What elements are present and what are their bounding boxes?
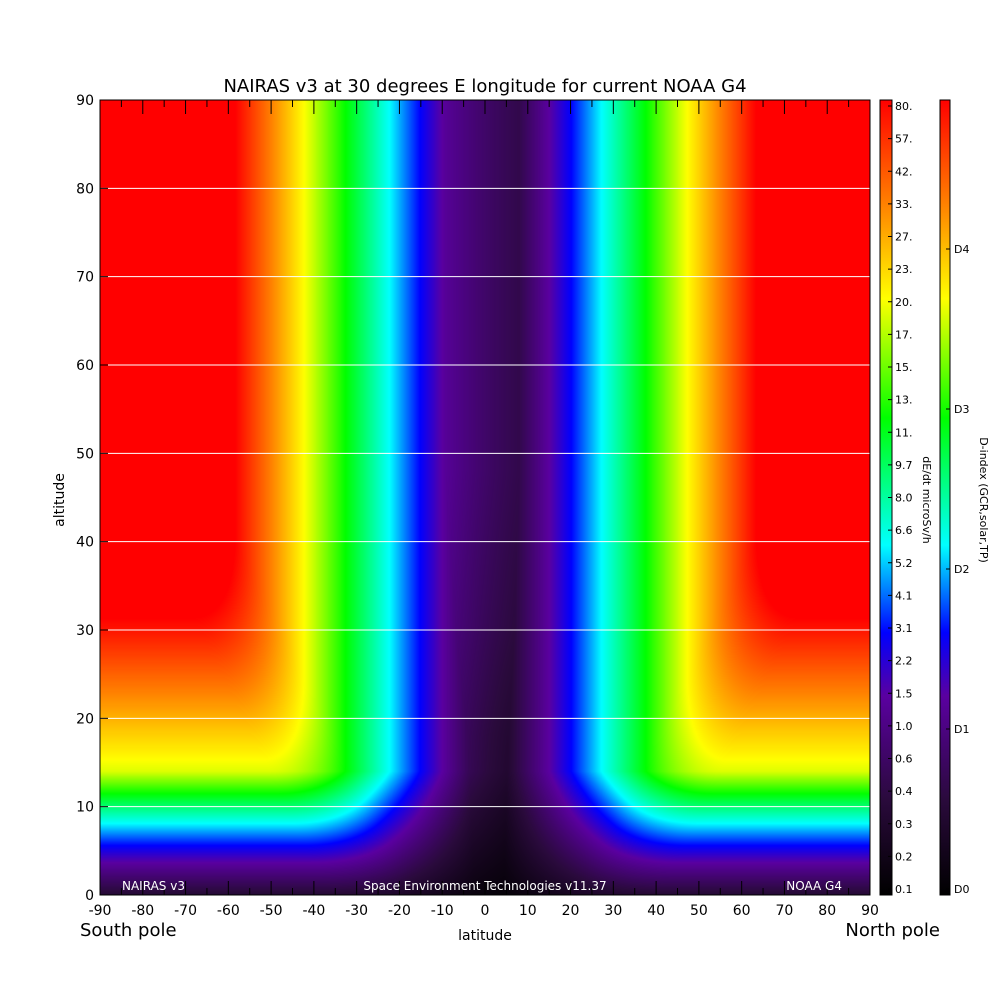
dose-colorbar-tick-label: 0.2 (895, 850, 913, 863)
dose-colorbar-tick-label: 4.1 (895, 589, 913, 602)
dose-colorbar-tick-label: 6.6 (895, 524, 913, 537)
dindex-colorbar-ticks: D0 D1 D2 D3 D4 (946, 243, 969, 896)
dose-colorbar-tick-label: 15. (895, 361, 913, 374)
x-tick-label: -50 (260, 903, 283, 919)
x-tick-label: -80 (131, 903, 154, 919)
dindex-colorbar-tick-label: D3 (954, 403, 969, 416)
dose-colorbar-tick-label: 13. (895, 394, 913, 407)
x-tick-label: 10 (519, 903, 537, 919)
dose-colorbar-tick-label: 9.7 (895, 459, 913, 472)
heatmap-plot (100, 100, 870, 895)
y-tick-label: 30 (76, 623, 94, 639)
south-pole-label: South pole (80, 920, 177, 941)
dindex-colorbar-tick-label: D1 (954, 723, 969, 736)
dose-colorbar-tick-label: 1.0 (895, 720, 913, 733)
y-tick-label: 70 (76, 270, 94, 286)
dindex-colorbar-title: D-index (GCR,solar,TP) (977, 437, 990, 563)
x-tick-label: 0 (481, 903, 490, 919)
dose-colorbar-tick-label: 23. (895, 263, 913, 276)
dose-colorbar-tick-label: 0.3 (895, 818, 913, 831)
dose-colorbar-tick-label: 1.5 (895, 687, 913, 700)
dose-colorbar-tick-label: 0.4 (895, 785, 913, 798)
x-tick-label: 50 (690, 903, 708, 919)
x-tick-label: 60 (733, 903, 751, 919)
y-tick-label: 80 (76, 181, 94, 197)
dindex-colorbar (939, 99, 951, 896)
dindex-colorbar-tick-label: D4 (954, 243, 969, 256)
footer-right: NOAA G4 (786, 879, 842, 893)
x-tick-label: 30 (604, 903, 622, 919)
dose-colorbar-tick-label: 11. (895, 426, 913, 439)
y-tick-label: 10 (76, 800, 94, 816)
x-tick-label: -90 (89, 903, 112, 919)
y-tick-label: 0 (85, 888, 94, 904)
x-axis: -90 -80 -70 -60 -50 -40 -30 -20 -10 0 10 20 30 40 50 60… (89, 100, 879, 919)
x-tick-label: 40 (647, 903, 665, 919)
dose-colorbar-title: dE/dt microSv/h (920, 456, 933, 543)
x-tick-label: -10 (431, 903, 454, 919)
dose-colorbar-tick-label: 0.1 (895, 883, 913, 896)
y-tick-label: 40 (76, 535, 94, 551)
dose-colorbar-tick-label: 42. (895, 165, 913, 178)
dose-colorbar-tick-label: 5.2 (895, 557, 913, 570)
x-tick-label: -20 (388, 903, 411, 919)
x-tick-label: 20 (562, 903, 580, 919)
dose-colorbar-tick-label: 27. (895, 231, 913, 244)
y-axis: 0 10 20 30 40 50 60 70 80 90 (76, 93, 108, 904)
chart-title: NAIRAS v3 at 30 degrees E longitude for … (223, 76, 746, 97)
dose-colorbar-tick-label: 17. (895, 328, 913, 341)
y-tick-label: 20 (76, 711, 94, 727)
dose-colorbar-tick-label: 80. (895, 100, 913, 113)
dose-colorbar-tick-label: 20. (895, 296, 913, 309)
x-tick-label: 70 (776, 903, 794, 919)
dose-colorbar-tick-label: 0.6 (895, 753, 913, 766)
x-tick-label: -30 (345, 903, 368, 919)
y-axis-title: altitude (52, 473, 68, 527)
x-axis-title: latitude (458, 928, 512, 944)
x-tick-label: 80 (818, 903, 836, 919)
dose-colorbar-tick-label: 8.0 (895, 492, 913, 505)
dindex-colorbar-tick-label: D0 (954, 883, 969, 896)
dose-colorbar-tick-label: 2.2 (895, 655, 913, 668)
dose-colorbar-tick-label: 3.1 (895, 622, 913, 635)
dose-colorbar-ticks: 0.1 0.2 0.3 0.4 0.6 1.0 1.5 2.2 3.1 4.1 5.2 6.6 8.0 9… (888, 100, 913, 896)
dose-colorbar-tick-label: 57. (895, 133, 913, 146)
north-pole-label: North pole (845, 920, 940, 941)
x-tick-label: -70 (174, 903, 197, 919)
y-tick-label: 90 (76, 93, 94, 109)
y-tick-label: 50 (76, 446, 94, 462)
footer-left: NAIRAS v3 (122, 879, 185, 893)
footer-center: Space Environment Technologies v11.37 (363, 879, 606, 893)
x-tick-label: -40 (302, 903, 325, 919)
x-tick-label: 90 (861, 903, 879, 919)
y-tick-label: 60 (76, 358, 94, 374)
dindex-colorbar-tick-label: D2 (954, 563, 969, 576)
x-tick-label: -60 (217, 903, 240, 919)
dose-colorbar-tick-label: 33. (895, 198, 913, 211)
